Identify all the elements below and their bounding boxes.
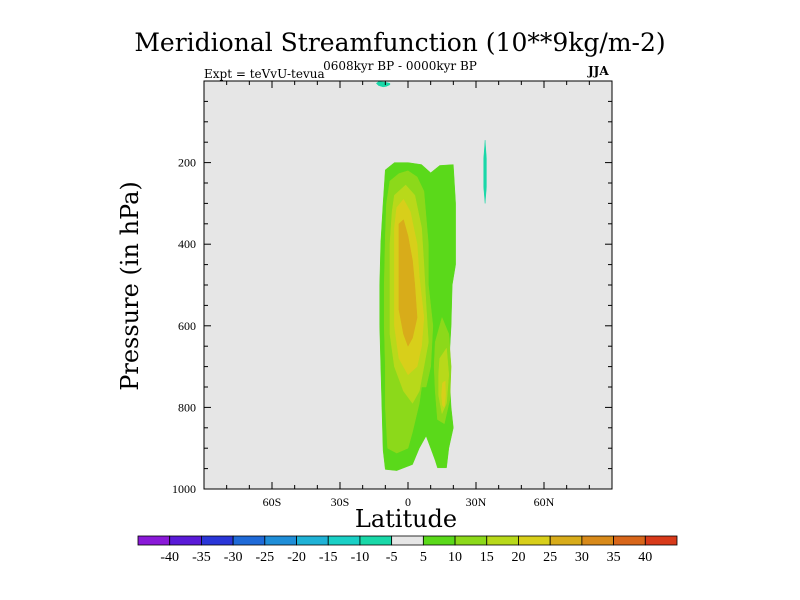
chart-subtitle: 0608kyr BP - 0000kyr BP: [323, 59, 477, 73]
colorbar-label: 10: [448, 550, 462, 565]
colorbar-label: 30: [575, 550, 589, 565]
colorbar-swatch: [201, 535, 234, 546]
y-tick-label: 400: [178, 237, 196, 251]
colorbar-swatch: [518, 535, 551, 546]
colorbar-label: -20: [287, 550, 306, 565]
contour-level-20: [441, 380, 446, 408]
contour-level-25: [398, 219, 418, 347]
x-tick-label: 30S: [331, 495, 350, 509]
colorbar-label: -5: [386, 550, 398, 565]
axis-ticks: 60S 30S 0 30N 60N 200 400 600 800 1000: [172, 80, 613, 509]
contour-level-neg5: [483, 140, 487, 204]
x-tick-label: 30N: [466, 495, 487, 509]
contour-level-neg5: [375, 81, 391, 88]
colorbar-swatch: [264, 535, 297, 546]
x-tick-label: 60N: [534, 495, 555, 509]
season-label: JJA: [588, 64, 609, 78]
colorbar-swatch: [391, 535, 424, 546]
x-axis-label: Latitude: [354, 505, 458, 533]
colorbar-swatch: [486, 535, 519, 546]
colorbar-label: 5: [420, 550, 427, 565]
colorbar-swatch: [644, 535, 678, 546]
colorbar-label: -25: [255, 550, 274, 565]
colorbar-swatch: [327, 535, 361, 546]
chart-title: Meridional Streamfunction (10**9kg/m-2): [134, 28, 666, 57]
colorbar-label: -10: [351, 550, 370, 565]
colorbar-label: 15: [480, 550, 494, 565]
colorbar-label: 25: [543, 550, 557, 565]
colorbar-swatch: [422, 535, 456, 546]
y-tick-label: 800: [178, 400, 196, 414]
colorbar-swatch: [169, 535, 202, 546]
colorbar-swatch: [549, 535, 583, 546]
colorbar-swatch: [137, 535, 171, 546]
x-tick-label: 0: [405, 495, 411, 509]
colorbar-label: 35: [607, 550, 621, 565]
colorbar-label: 40: [638, 550, 652, 565]
y-tick-label: 1000: [172, 482, 196, 496]
colorbar-swatch: [296, 535, 329, 546]
colorbar-label: -30: [224, 550, 243, 565]
colorbar-swatch: [454, 535, 488, 546]
colorbar-label: 20: [511, 550, 525, 565]
colorbar-swatch: [232, 535, 266, 546]
colorbar-swatch: [359, 535, 393, 546]
colorbar: -40 -35 -30 -25 -20 -15 -10 -5 5 10 15 20 25 30 35 40: [137, 535, 678, 565]
colorbar-label: -40: [160, 550, 179, 565]
y-tick-label: 200: [178, 156, 196, 170]
colorbar-label: -35: [192, 550, 211, 565]
x-tick-label: 60S: [263, 495, 282, 509]
colorbar-label: -15: [319, 550, 338, 565]
colorbar-swatch: [581, 535, 614, 546]
contour-layer: [375, 81, 487, 471]
experiment-label: Expt = teVvU-tevua: [204, 67, 325, 81]
contour-level-15: [438, 347, 450, 415]
y-tick-label: 600: [178, 319, 196, 333]
colorbar-swatch: [613, 535, 646, 546]
